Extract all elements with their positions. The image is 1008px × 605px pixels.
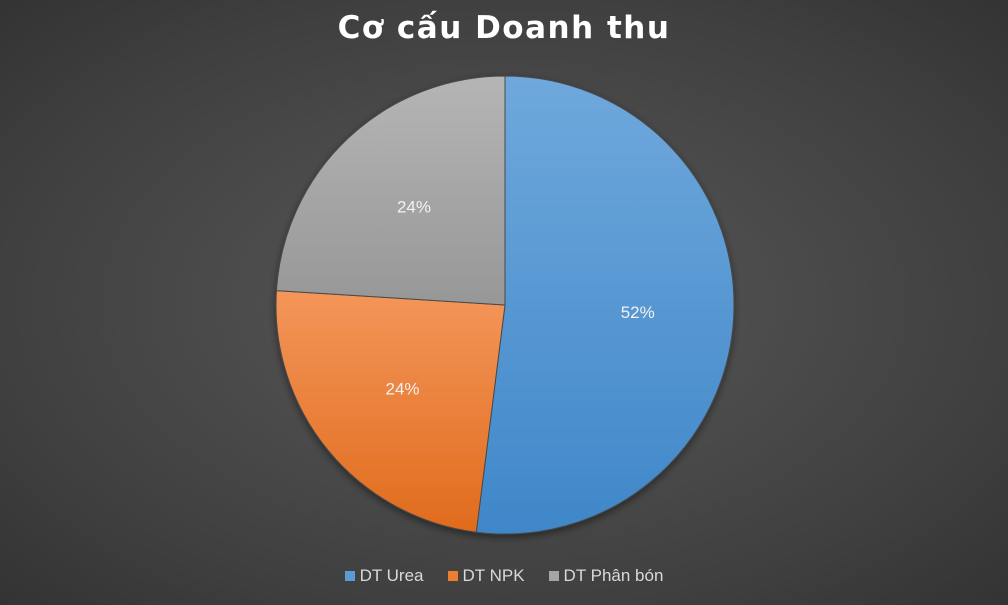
pie-slices [275,75,735,535]
legend-swatch-urea [344,571,355,581]
legend-label-npk: DT NPK [462,566,525,585]
legend-label-urea: DT Urea [359,566,424,585]
legend-swatch-npk [447,571,458,581]
pie-slice-phan-bon [275,75,506,306]
legend-item-phan-bon: DT Phân bón [548,566,664,586]
pie-data-labels: 52% 24% 24% [386,198,655,399]
data-label-npk: 24% [386,379,420,398]
chart-legend: DT Urea DT NPK DT Phân bón [0,566,1008,586]
pie-slice-npk [275,290,506,533]
legend-item-npk: DT NPK [447,566,525,586]
data-label-phan-bon: 24% [397,198,431,217]
chart-title: Cơ cấu Doanh thu [337,10,671,46]
data-label-urea: 52% [621,303,655,322]
legend-label-phan-bon: DT Phân bón [563,566,664,585]
legend-swatch-phan-bon [548,571,559,581]
pie-slice-urea [475,75,735,535]
legend-item-urea: DT Urea [344,566,424,586]
